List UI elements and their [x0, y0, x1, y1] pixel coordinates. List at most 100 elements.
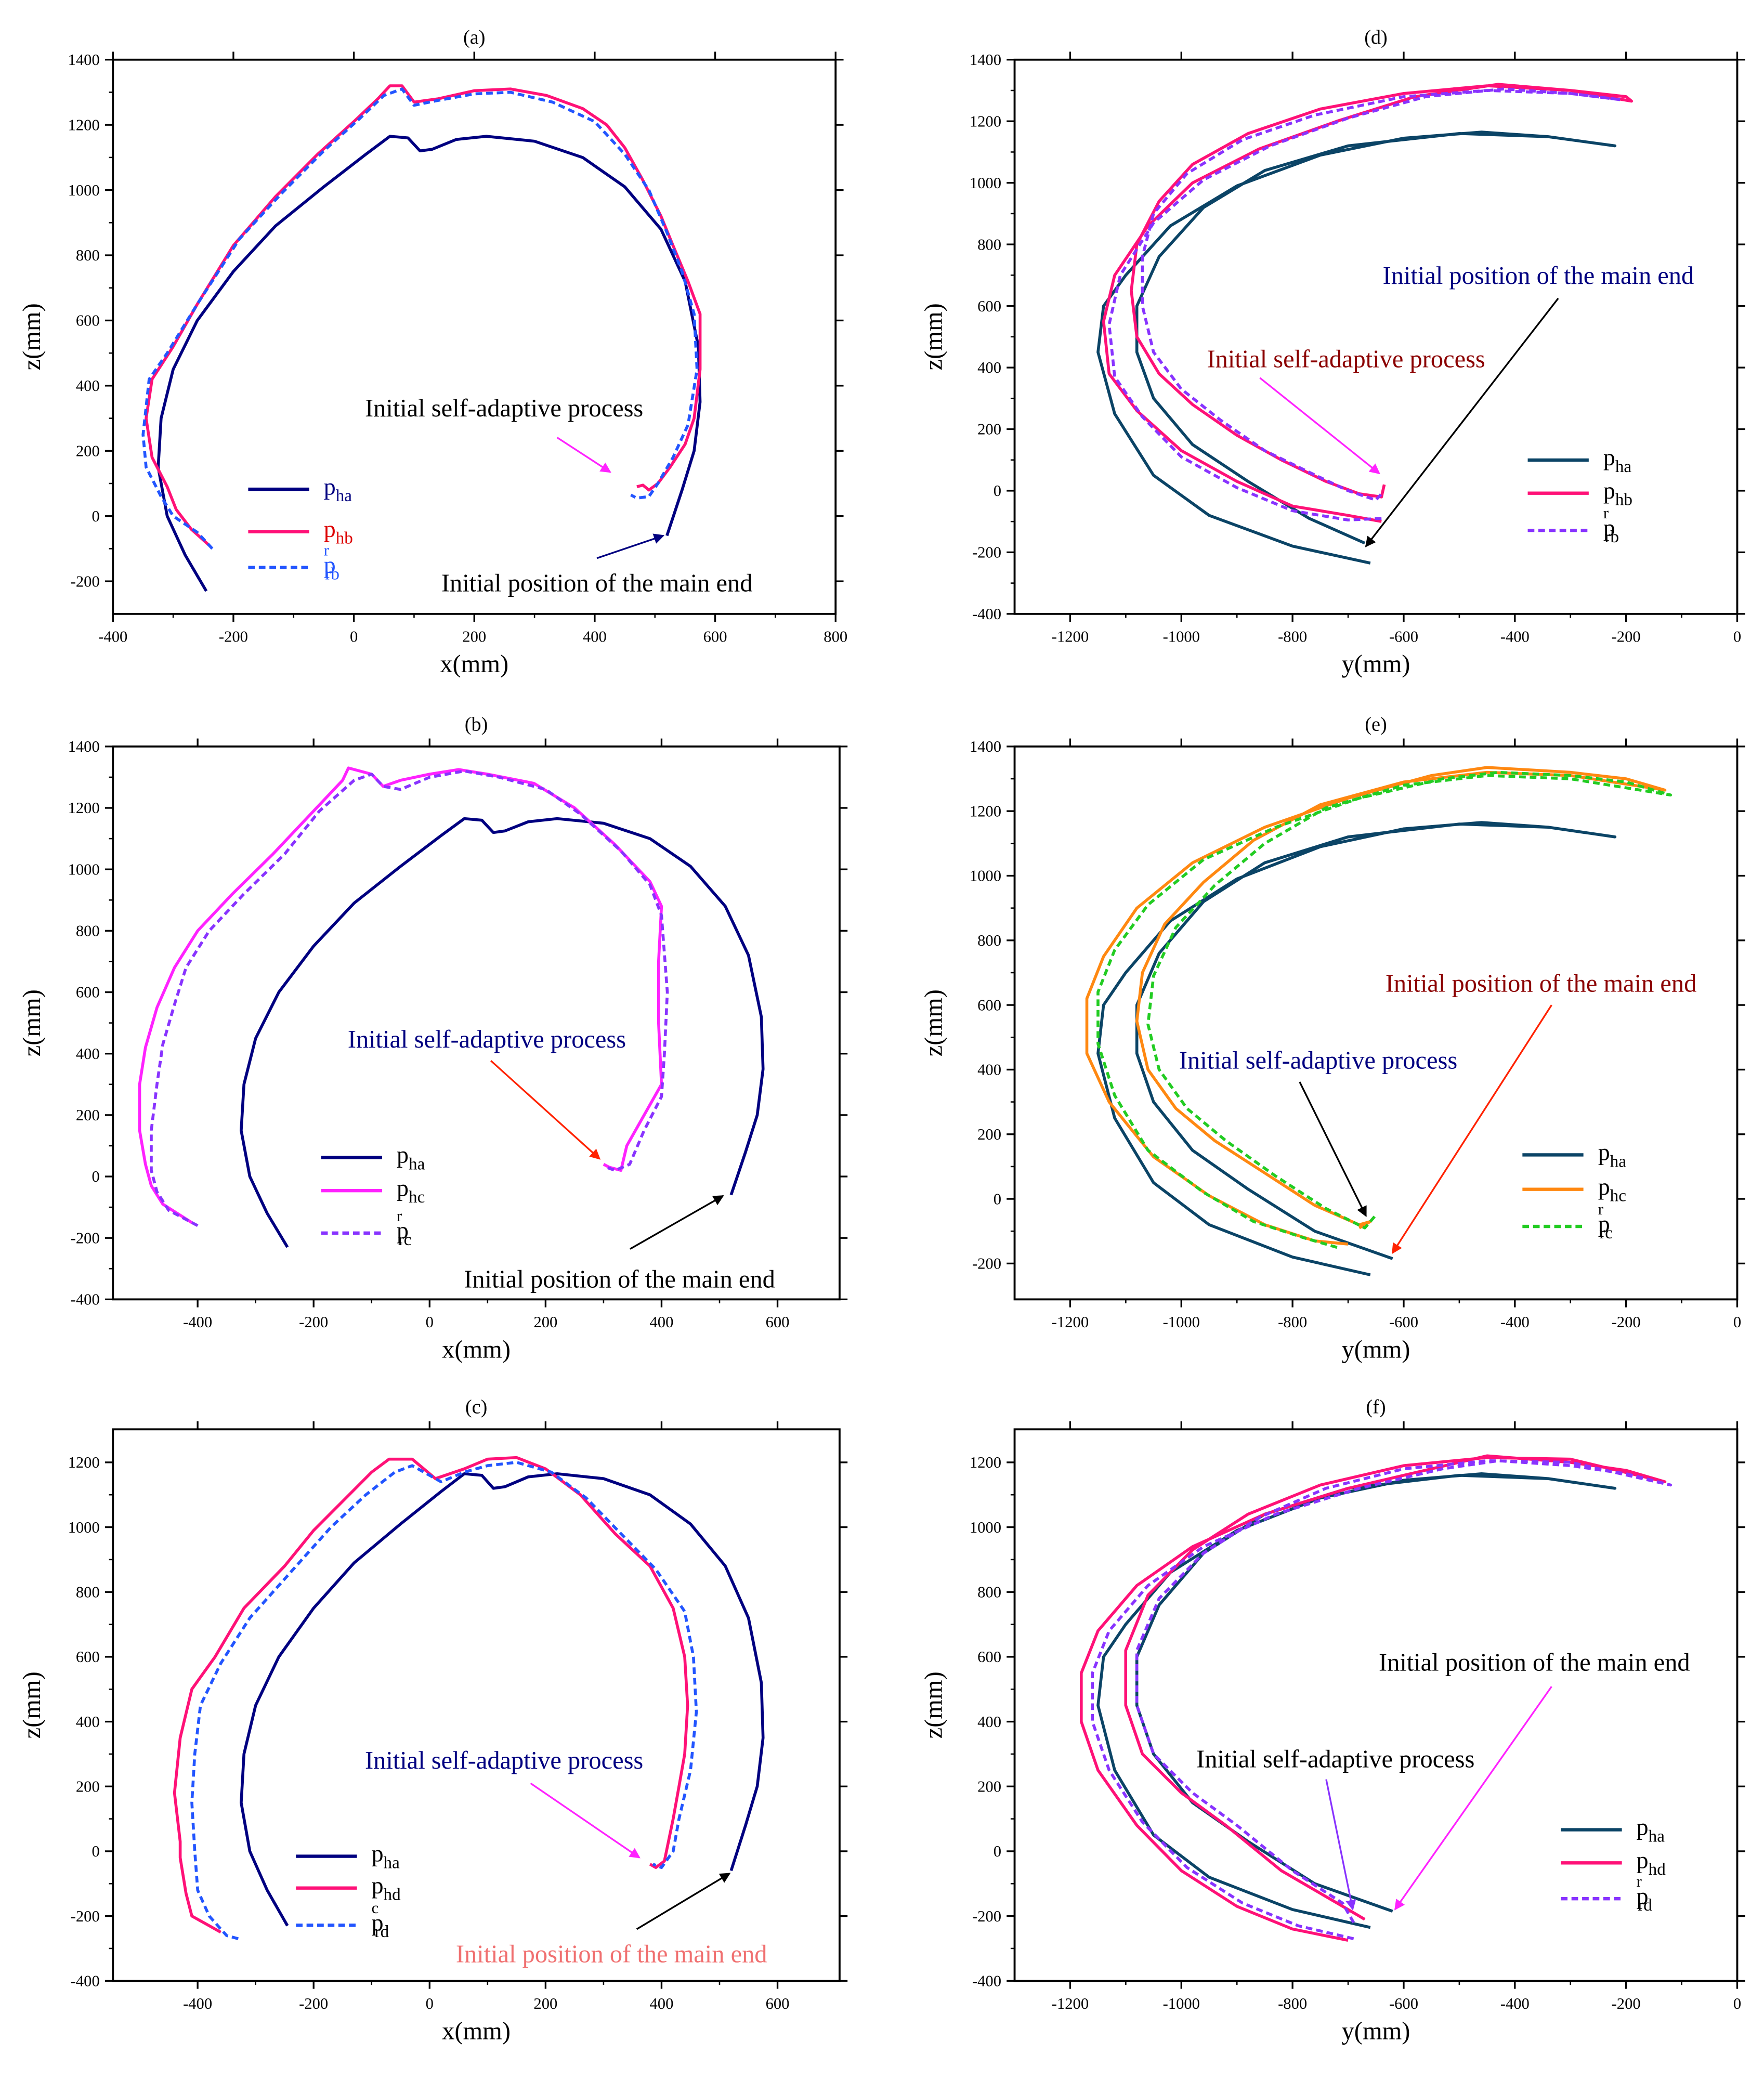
y-tick-label: 1400 [970, 51, 1001, 69]
annotation-arrow [556, 437, 611, 473]
x-axis-label: x(mm) [442, 1336, 511, 1364]
plot-frame [1013, 1428, 1739, 1982]
x-tick-label: -800 [1278, 1995, 1307, 2012]
panel-c: (c) x(mm) z(mm) -400 -200 0 200 400 600 -400 -200 0… [18, 1396, 848, 2045]
y-tick-label: -200 [71, 1229, 100, 1247]
y-tick-label: 1000 [68, 1519, 100, 1536]
annotation-text: Initial self-adaptive process [348, 1026, 626, 1053]
panel-a: (a) x(mm) z(mm) -400 -200 0 200 400 600 800 -200 0 2… [18, 27, 847, 678]
y-tick-label: 200 [76, 1106, 100, 1124]
y-tick-label: 1000 [68, 181, 100, 199]
legend-label: phb [1603, 477, 1632, 509]
y-tick-label: 800 [76, 922, 100, 940]
plot-frame [1013, 58, 1739, 615]
legend-label: phd [1637, 1847, 1666, 1879]
x-tick-label: 200 [533, 1995, 557, 2012]
y-tick-label: -200 [71, 572, 100, 590]
x-tick-label: 0 [1733, 1313, 1741, 1331]
x-tick-label: -200 [1612, 1995, 1641, 2012]
panel-title: (b) [465, 713, 488, 735]
x-tick-label: -400 [183, 1995, 212, 2012]
x-axis-label: x(mm) [442, 2017, 511, 2045]
x-tick-label: 200 [533, 1313, 557, 1331]
x-tick-label: -200 [219, 627, 248, 645]
plot-frame [112, 1428, 841, 1982]
series-line-rb [1107, 87, 1622, 522]
panel-title: (f) [1366, 1396, 1386, 1418]
legend-label: phc [1598, 1173, 1626, 1206]
series-line-hc [138, 766, 663, 1224]
y-tick-label: -400 [71, 1291, 100, 1309]
x-tick-label: -200 [1612, 1313, 1641, 1331]
y-tick-label: 600 [76, 1648, 100, 1666]
y-tick-label: 1200 [970, 802, 1001, 820]
y-tick-label: 1200 [68, 799, 100, 817]
y-tick-label: 400 [76, 377, 100, 395]
y-tick-label: 0 [994, 482, 1001, 500]
x-tick-label: -400 [1500, 1995, 1530, 2012]
panel-title: (c) [465, 1396, 487, 1418]
series-line-hb [1102, 83, 1634, 523]
y-tick-label: 200 [977, 1126, 1001, 1143]
y-tick-label: 600 [977, 297, 1001, 315]
panel-d: (d) y(mm) z(mm) -1200 -1000 -800 -600 -400 -200 0… [920, 27, 1745, 678]
x-tick-label: -1200 [1052, 627, 1089, 645]
y-axis-label: z(mm) [18, 989, 46, 1056]
legend-label: pha [324, 473, 352, 505]
x-tick-label: 0 [1733, 627, 1741, 645]
y-tick-label: 1200 [68, 1454, 100, 1471]
annotation-text: Initial position of the main end [1386, 970, 1697, 998]
x-tick-label: -200 [1612, 627, 1641, 645]
plot-frame [112, 58, 837, 615]
annotation-text: Initial position of the main end [1383, 262, 1694, 290]
annotation-arrow [1365, 297, 1559, 547]
y-tick-label: 0 [92, 1168, 99, 1185]
legend-label: pha [1603, 444, 1632, 476]
series-line-hd [1080, 1454, 1667, 1942]
y-tick-label: 400 [977, 1061, 1001, 1079]
y-tick-label: -400 [972, 1972, 1001, 1990]
panel-b: (b) x(mm) z(mm) -400 -200 0 200 400 600 -400 -200 0… [18, 713, 848, 1364]
annotation-arrow [1392, 1004, 1552, 1254]
y-tick-label: 400 [977, 359, 1001, 376]
series-line-rd [190, 1461, 698, 1940]
x-tick-label: -1200 [1052, 1995, 1089, 2012]
y-tick-label: 0 [92, 1842, 99, 1860]
legend-label: pr rc [1598, 1200, 1613, 1243]
panel-title: (d) [1364, 27, 1388, 48]
y-tick-label: 800 [76, 246, 100, 264]
annotation-text: Initial position of the main end [464, 1265, 775, 1293]
annotation-text: Initial position of the main end [456, 1941, 767, 1968]
y-tick-label: -200 [972, 1255, 1001, 1273]
series-line-rc [150, 769, 669, 1227]
x-tick-label: -1200 [1052, 1313, 1089, 1331]
annotation-text: Initial self-adaptive process [365, 395, 643, 422]
series-line-hc [1085, 766, 1667, 1246]
series-line-hb [145, 84, 702, 547]
y-axis-label: z(mm) [18, 1671, 46, 1738]
y-tick-label: 0 [994, 1842, 1001, 1860]
annotation-arrow [1325, 1779, 1356, 1911]
annotation-arrow [1394, 1686, 1552, 1911]
x-tick-label: 600 [766, 1995, 790, 2012]
x-tick-label: 800 [824, 627, 847, 645]
x-tick-label: -800 [1278, 1313, 1307, 1331]
series-line-ha [240, 1472, 765, 1927]
y-tick-label: 400 [977, 1713, 1001, 1731]
x-tick-label: -400 [1500, 627, 1530, 645]
series-line-ha [1096, 130, 1617, 565]
panel-title: (e) [1365, 713, 1387, 735]
annotation-arrow [636, 1873, 731, 1930]
y-tick-label: 800 [977, 1583, 1001, 1601]
y-tick-label: 600 [76, 312, 100, 330]
legend-label: pha [1598, 1139, 1627, 1171]
series-line-rd [1091, 1459, 1672, 1940]
x-tick-label: 600 [766, 1313, 790, 1331]
panel-title: (a) [463, 27, 485, 48]
y-tick-label: 200 [977, 1777, 1001, 1795]
series-line-rc [1096, 770, 1672, 1249]
y-axis-label: z(mm) [18, 303, 46, 370]
y-tick-label: -400 [71, 1972, 100, 1990]
annotation-arrow [596, 533, 665, 559]
